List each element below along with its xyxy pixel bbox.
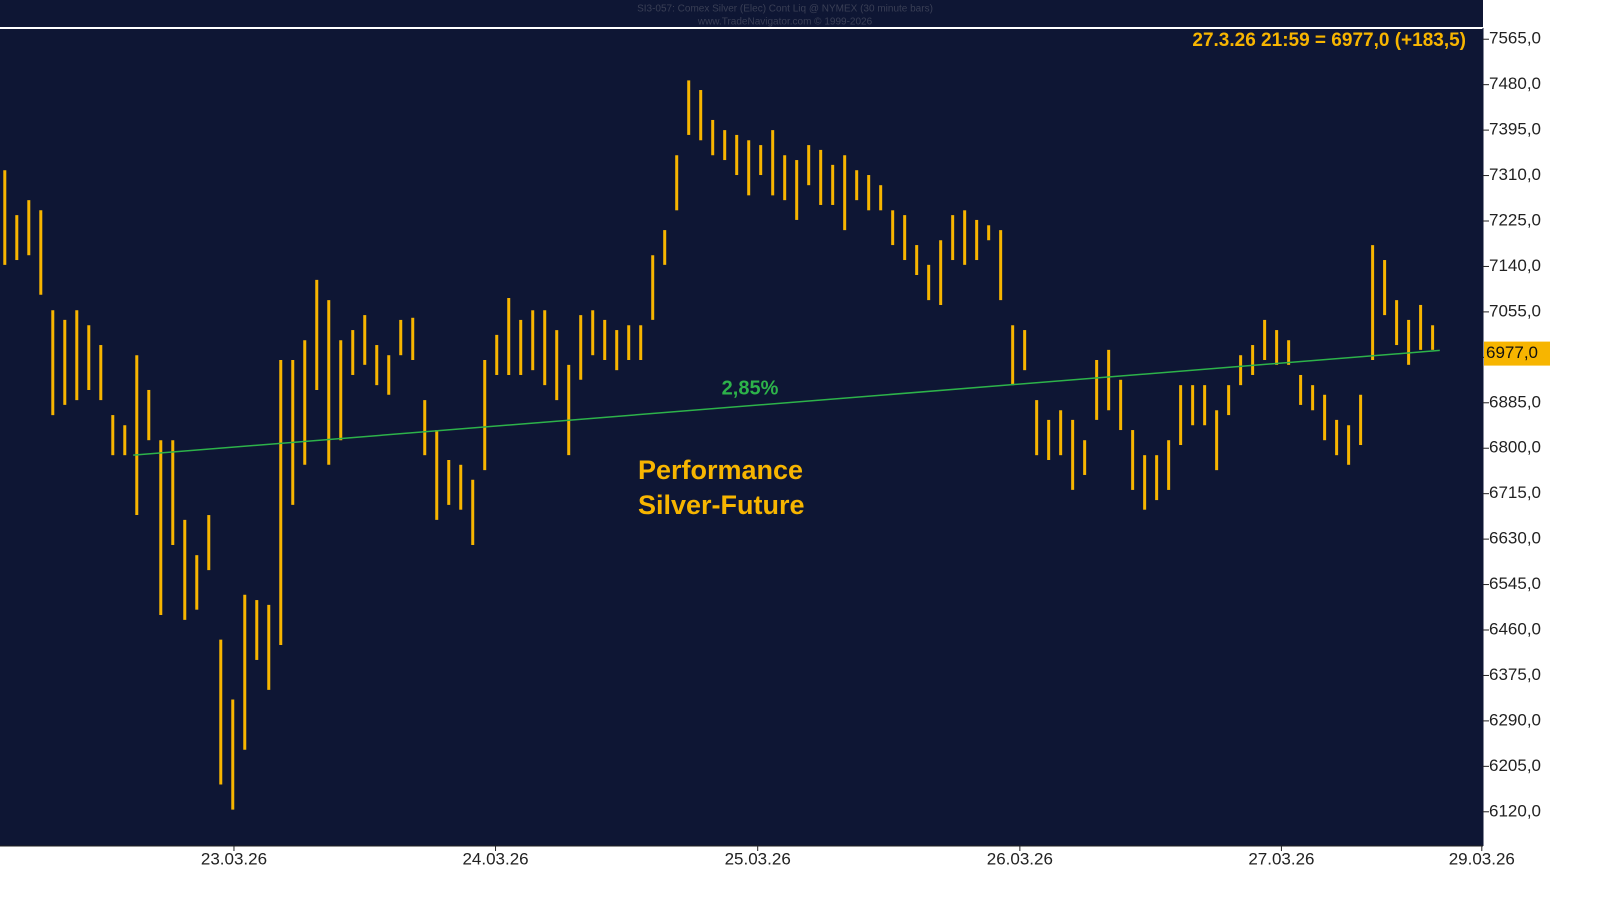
plot-area: [0, 28, 1483, 846]
y-tick-label: 6205,0: [1489, 756, 1541, 775]
chart-subtitle: www.TradeNavigator.com © 1999-2026: [697, 17, 873, 28]
y-tick-label: 6800,0: [1489, 438, 1541, 457]
y-tick-label: 7310,0: [1489, 165, 1541, 184]
y-tick-label: 6120,0: [1489, 801, 1541, 820]
last-price-label: 6977,0: [1486, 343, 1538, 362]
annotation: Performance: [638, 455, 803, 485]
annotation: Silver-Future: [638, 490, 805, 520]
chart-title: SI3-057: Comex Silver (Elec) Cont Liq @ …: [637, 4, 933, 15]
y-tick-label: 7565,0: [1489, 29, 1541, 48]
x-tick-label: 25.03.26: [725, 849, 791, 868]
price-header: 27.3.26 21:59 = 6977,0 (+183,5): [1192, 30, 1466, 51]
trend-line: [133, 349, 1440, 456]
y-tick-label: 6630,0: [1489, 529, 1541, 548]
x-tick-label: 27.03.26: [1248, 849, 1314, 868]
y-tick-label: 6545,0: [1489, 574, 1541, 593]
x-tick-label: 23.03.26: [201, 849, 267, 868]
y-tick-label: 6290,0: [1489, 710, 1541, 729]
y-tick-label: 6375,0: [1489, 665, 1541, 684]
last-price-box: [1484, 341, 1550, 366]
x-tick-label: 29.03.26: [1449, 849, 1515, 868]
header-band: [0, 0, 1483, 28]
trend-label: 2,85%: [722, 377, 779, 399]
y-tick-label: 7480,0: [1489, 74, 1541, 93]
y-tick-label: 6460,0: [1489, 619, 1541, 638]
y-tick-label: 6885,0: [1489, 392, 1541, 411]
y-tick-label: 7225,0: [1489, 210, 1541, 229]
x-tick-label: 24.03.26: [462, 849, 528, 868]
y-tick-label: 7055,0: [1489, 301, 1541, 320]
x-tick-label: 26.03.26: [987, 849, 1053, 868]
y-tick-label: 7140,0: [1489, 256, 1541, 275]
y-tick-label: 6715,0: [1489, 483, 1541, 502]
y-tick-label: 7395,0: [1489, 120, 1541, 139]
